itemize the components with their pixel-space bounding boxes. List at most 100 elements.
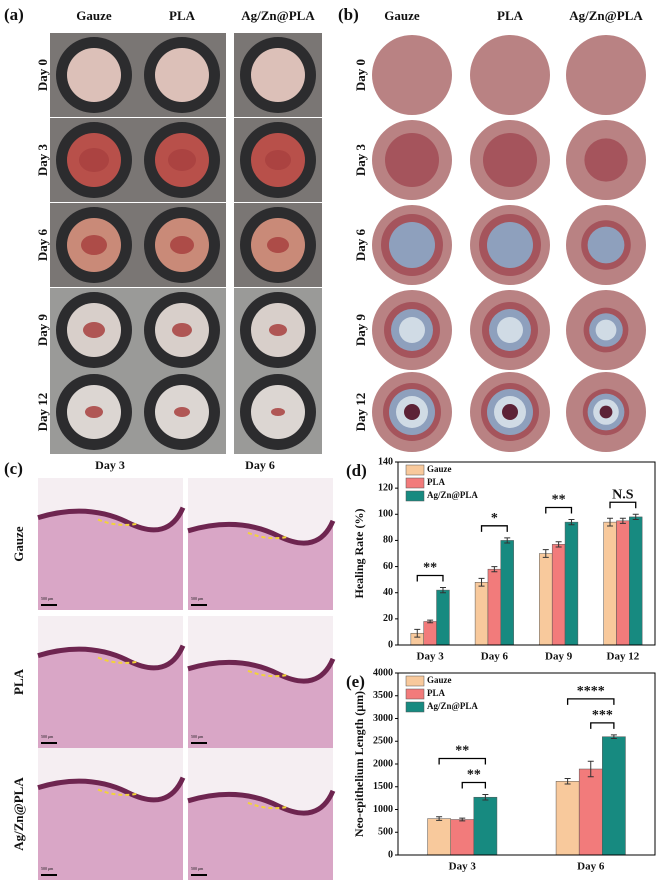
error-bar: [542, 549, 549, 558]
column-label: PLA: [497, 8, 524, 23]
neo-epithelium: [97, 656, 139, 664]
tissue: [38, 777, 183, 880]
significance-label: **: [467, 768, 481, 783]
significance-bracket: [416, 574, 444, 582]
legend-label: Ag/Zn@PLA: [427, 701, 478, 711]
y-tick-label: 500: [378, 827, 393, 838]
scale-bar-label: 500 μm: [191, 866, 204, 871]
y-tick-label: 1500: [373, 781, 393, 792]
y-tick-label: 3500: [373, 690, 393, 701]
error-bar: [491, 566, 498, 573]
x-tick-label: Day 6: [481, 651, 509, 663]
photo-skin: [251, 48, 305, 102]
y-axis-label: Healing Rate (%): [352, 509, 366, 599]
wound-layer: [487, 222, 533, 268]
wound-layer: [502, 404, 518, 420]
error-bar: [482, 793, 489, 801]
legend-label: Gauze: [427, 464, 452, 474]
column-label: Day 6: [245, 458, 275, 472]
epidermis: [187, 789, 336, 816]
scale-bar-label: 500 μm: [41, 596, 54, 601]
significance-label: **: [455, 744, 469, 759]
plot-frame: [397, 461, 656, 646]
wound-layer: [587, 226, 625, 264]
bar: [539, 553, 553, 646]
error-bar: [568, 519, 575, 526]
y-tick-label: 60: [383, 561, 393, 572]
wound-layer: [404, 404, 420, 420]
epidermis: [37, 644, 186, 671]
photo-wound: [168, 149, 196, 171]
photo-wound: [271, 408, 285, 416]
scale-bar: [41, 742, 57, 744]
wound-layer: [584, 138, 628, 182]
bar: [487, 568, 502, 646]
neo-epithelium: [247, 669, 289, 678]
bar: [423, 621, 437, 646]
scale-bar: [191, 604, 207, 606]
significance-label: ***: [592, 708, 613, 723]
error-bar: [414, 628, 421, 638]
column-label: Ag/Zn@PLA: [569, 8, 643, 23]
scale-bar-label: 500 μm: [191, 596, 204, 601]
tissue: [38, 507, 183, 610]
scale-bar-label: 500 μm: [191, 734, 204, 739]
panel-label: (e): [346, 672, 365, 691]
scale-bar: [191, 874, 207, 876]
bar: [551, 544, 566, 646]
skin-disc: [372, 35, 452, 115]
row-label: Day 9: [35, 313, 50, 346]
significance-label: **: [552, 493, 566, 508]
legend-swatch: [405, 490, 425, 502]
error-bar: [478, 577, 485, 587]
row-label: Day 6: [353, 228, 368, 261]
photo-wound: [83, 322, 105, 338]
column-label: Ag/Zn@PLA: [241, 8, 315, 23]
significance-bracket: [461, 781, 487, 789]
photo-skin: [67, 48, 121, 102]
column-label: Gauze: [76, 8, 112, 23]
significance-bracket: [590, 722, 615, 729]
y-tick-label: 0: [388, 639, 393, 650]
column-label: PLA: [169, 8, 196, 23]
x-tick-label: Day 9: [545, 651, 573, 663]
wound-layer: [483, 133, 537, 187]
error-bar: [632, 513, 639, 521]
legend-swatch: [405, 701, 425, 713]
y-tick-label: 100: [378, 509, 393, 520]
panel-label: (c): [4, 459, 23, 478]
error-bar: [436, 816, 443, 821]
row-label: Ag/Zn@PLA: [11, 777, 26, 851]
photo-wound: [172, 323, 192, 337]
scale-bar-label: 500 μm: [41, 866, 54, 871]
photo-wound: [79, 148, 109, 172]
epidermis: [187, 519, 336, 546]
plot-frame: [397, 672, 656, 856]
row-label: Day 3: [353, 143, 368, 176]
bar: [436, 589, 450, 646]
legend-swatch: [405, 688, 425, 700]
row-label: Gauze: [11, 526, 26, 562]
error-bar: [610, 734, 617, 740]
y-tick-label: 3000: [373, 713, 393, 724]
legend-label: PLA: [427, 477, 446, 487]
significance-label: *: [491, 511, 498, 526]
significance-label: N.S: [612, 488, 634, 503]
neo-epithelium: [247, 801, 289, 810]
epidermis: [187, 657, 336, 684]
y-tick-label: 2500: [373, 736, 393, 747]
row-label: Day 0: [353, 59, 368, 91]
column-label: Gauze: [384, 8, 420, 23]
scale-bar: [191, 742, 207, 744]
significance-bracket: [438, 757, 487, 765]
significance-bracket: [480, 525, 508, 532]
error-bar: [439, 586, 446, 594]
error-bar: [587, 760, 594, 778]
bar: [602, 736, 626, 856]
x-tick-label: Day 6: [577, 861, 605, 873]
significance-label: ****: [577, 684, 605, 699]
photo-wound: [81, 235, 107, 255]
error-bar: [504, 537, 511, 544]
column-label: Day 3: [95, 458, 125, 472]
legend-swatch: [405, 464, 425, 476]
